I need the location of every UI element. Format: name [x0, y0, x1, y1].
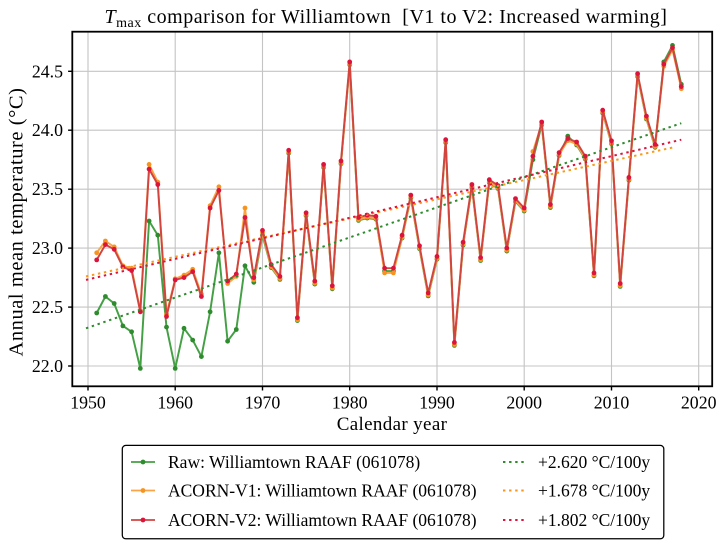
svg-text:2020: 2020	[681, 393, 717, 413]
svg-text:2010: 2010	[594, 393, 630, 413]
svg-text:22.5: 22.5	[32, 297, 63, 317]
svg-text:23.5: 23.5	[32, 179, 63, 199]
svg-text:ACORN-V1: Williamtown RAAF (06: ACORN-V1: Williamtown RAAF (061078)	[168, 481, 477, 501]
svg-text:Annual mean temperature (°C): Annual mean temperature (°C)	[6, 88, 28, 357]
svg-text:ACORN-V2: Williamtown RAAF (06: ACORN-V2: Williamtown RAAF (061078)	[168, 510, 477, 530]
svg-text:1970: 1970	[245, 393, 281, 413]
svg-text:1980: 1980	[332, 393, 368, 413]
svg-text:Tmax comparison for Williamtow: Tmax comparison for Williamtown [V1 to V…	[105, 6, 668, 31]
svg-text:Calendar year: Calendar year	[337, 414, 448, 435]
svg-text:1950: 1950	[70, 393, 106, 413]
svg-text:22.0: 22.0	[32, 356, 63, 376]
svg-text:+2.620 °C/100y: +2.620 °C/100y	[538, 452, 650, 472]
svg-text:1990: 1990	[419, 393, 455, 413]
svg-text:2000: 2000	[506, 393, 542, 413]
svg-text:+1.802 °C/100y: +1.802 °C/100y	[538, 510, 650, 530]
svg-text:Raw: Williamtown RAAF (061078): Raw: Williamtown RAAF (061078)	[168, 452, 420, 472]
svg-text:24.5: 24.5	[32, 61, 63, 81]
svg-text:24.0: 24.0	[32, 120, 63, 140]
svg-text:23.0: 23.0	[32, 238, 63, 258]
svg-text:+1.678 °C/100y: +1.678 °C/100y	[538, 481, 650, 501]
svg-text:1960: 1960	[157, 393, 193, 413]
